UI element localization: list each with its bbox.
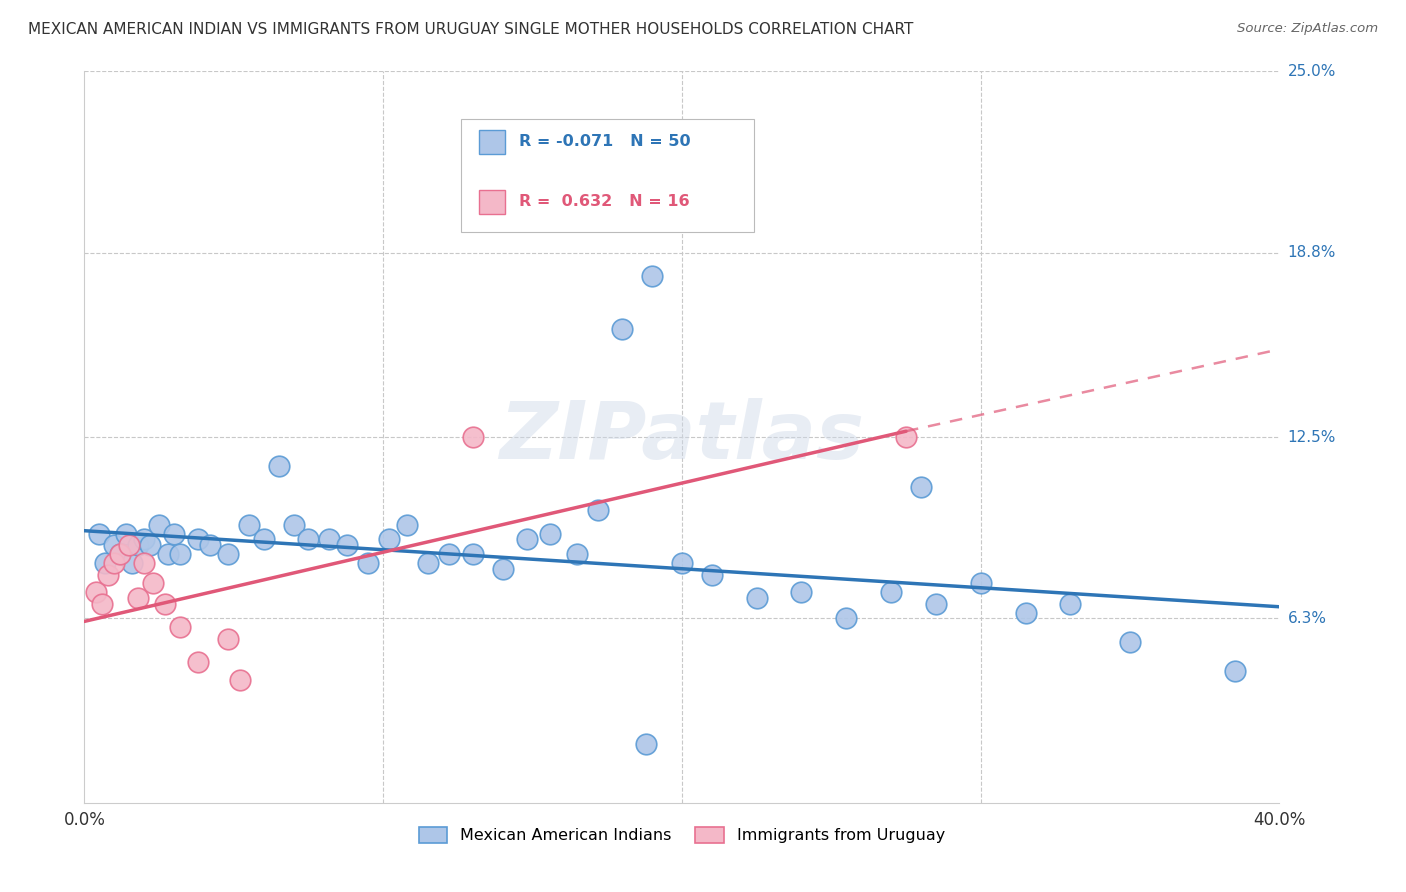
Point [700,567,723,582]
Text: MEXICAN AMERICAN INDIAN VS IMMIGRANTS FROM URUGUAY SINGLE MOTHER HOUSEHOLDS CORR: MEXICAN AMERICAN INDIAN VS IMMIGRANTS FR… [28,22,914,37]
FancyBboxPatch shape [479,190,505,214]
Point [437,547,460,561]
Point [1119,635,1142,649]
Point [612,322,634,336]
Text: R = -0.071   N = 50: R = -0.071 N = 50 [519,135,690,150]
Point [127,538,149,552]
Point [880,585,903,599]
Legend: Mexican American Indians, Immigrants from Uruguay: Mexican American Indians, Immigrants fro… [412,821,952,850]
Point [132,533,156,547]
Point [217,547,239,561]
Point [86,585,108,599]
Point [153,597,176,611]
Point [148,517,170,532]
Point [336,538,359,552]
Point [461,547,484,561]
Point [103,538,125,552]
Point [139,538,162,552]
Point [297,533,319,547]
Point [790,585,813,599]
Point [1014,606,1036,620]
Point [540,526,562,541]
Text: R =  0.632   N = 16: R = 0.632 N = 16 [519,194,690,210]
Point [357,556,380,570]
Text: 25.0%: 25.0% [1288,64,1336,78]
Point [110,547,132,561]
Text: 6.3%: 6.3% [1288,611,1327,626]
Point [132,556,156,570]
Point [567,547,589,561]
Point [238,517,260,532]
Point [378,533,401,547]
Point [187,533,209,547]
Text: Source: ZipAtlas.com: Source: ZipAtlas.com [1237,22,1378,36]
Point [835,611,858,625]
Point [118,538,141,552]
Point [970,576,993,591]
Point [217,632,239,646]
Point [671,556,693,570]
Point [142,576,165,591]
Point [910,480,932,494]
Text: ZIPatlas: ZIPatlas [499,398,865,476]
Point [516,533,538,547]
Point [492,562,515,576]
Point [636,737,658,751]
Point [267,459,290,474]
Point [110,547,132,561]
Point [169,547,191,561]
Point [89,526,111,541]
Point [228,673,252,687]
Point [103,556,125,570]
Point [94,556,117,570]
Text: 12.5%: 12.5% [1288,430,1336,444]
Point [1223,664,1246,678]
Point [283,517,305,532]
Point [461,430,484,444]
Point [121,556,143,570]
Point [91,597,114,611]
Point [198,538,221,552]
Point [416,556,439,570]
Point [894,430,917,444]
Point [127,591,149,605]
Point [97,567,120,582]
Point [745,591,768,605]
Point [253,533,276,547]
Point [169,620,191,634]
Point [187,656,209,670]
Point [157,547,180,561]
Point [163,526,186,541]
Point [588,503,610,517]
Point [318,533,340,547]
FancyBboxPatch shape [479,130,505,154]
Text: 18.8%: 18.8% [1288,245,1336,260]
Point [925,597,948,611]
Point [115,526,138,541]
FancyBboxPatch shape [461,119,754,232]
Point [1059,597,1081,611]
Point [396,517,419,532]
Point [641,269,664,284]
